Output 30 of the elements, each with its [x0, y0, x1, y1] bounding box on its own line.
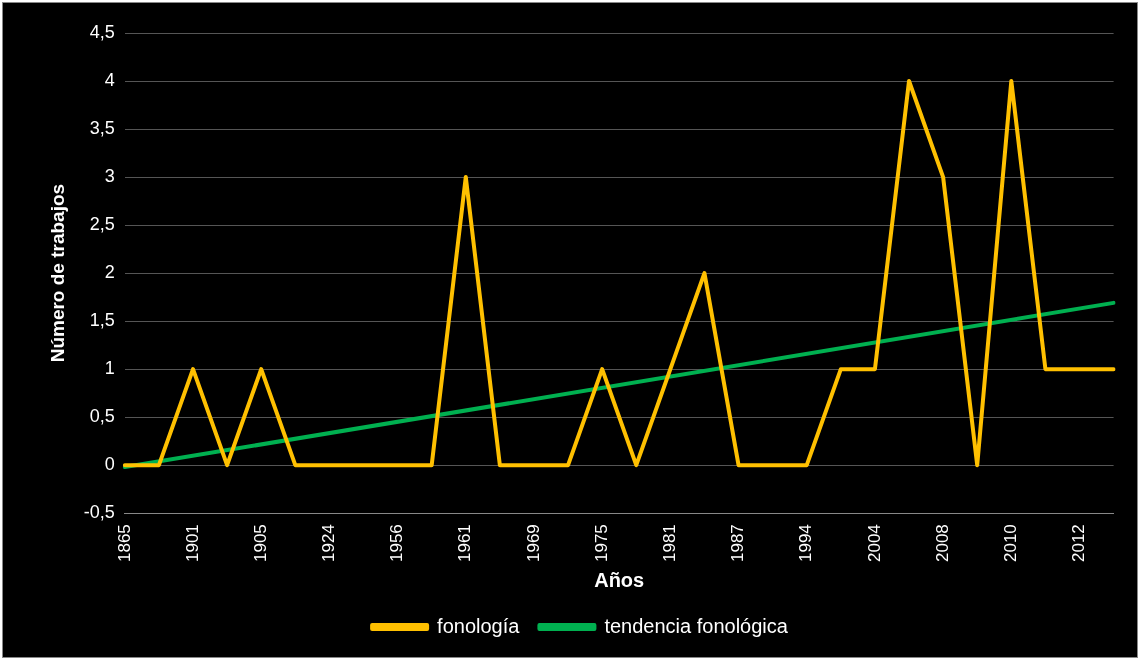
x-tick-label: 1961 [455, 524, 475, 563]
y-tick-label: 1,5 [89, 310, 115, 331]
x-tick-label: 1969 [523, 524, 543, 563]
y-tick-label: 4,5 [89, 21, 115, 42]
y-tick-label: 3 [104, 166, 115, 187]
y-tick-label: 2,5 [89, 214, 115, 235]
x-tick-label: 1987 [728, 524, 748, 563]
y-tick-label: -0,5 [83, 502, 115, 523]
y-tick-label: 0,5 [89, 406, 115, 427]
x-tick-label: 2010 [1001, 524, 1020, 563]
x-tick-label: 1981 [660, 524, 680, 563]
x-tick-label: 2012 [1069, 524, 1089, 563]
y-tick-label: 0 [104, 454, 115, 475]
x-tick-label: 1905 [250, 524, 270, 563]
x-tick-label: 1901 [182, 524, 202, 563]
x-tick-label: 2008 [932, 524, 952, 563]
y-tick-label: 1 [104, 358, 115, 379]
x-tick-label: 1975 [591, 524, 611, 563]
y-tick-label: 3,5 [89, 118, 115, 139]
x-tick-label: 2004 [864, 524, 884, 563]
x-axis-title: Años [594, 568, 645, 591]
x-tick-label: 1956 [387, 524, 407, 563]
x-tick-label: 1924 [319, 524, 339, 563]
legend-label: fonología [437, 614, 521, 637]
y-axis-title: Número de trabajos [46, 183, 68, 363]
x-tick-label: 1865 [114, 524, 134, 563]
x-tick-label: 1994 [796, 524, 816, 563]
y-tick-label: 2 [104, 262, 115, 283]
y-tick-label: 4 [104, 69, 115, 90]
legend-label: tendencia fonológica [604, 614, 789, 637]
